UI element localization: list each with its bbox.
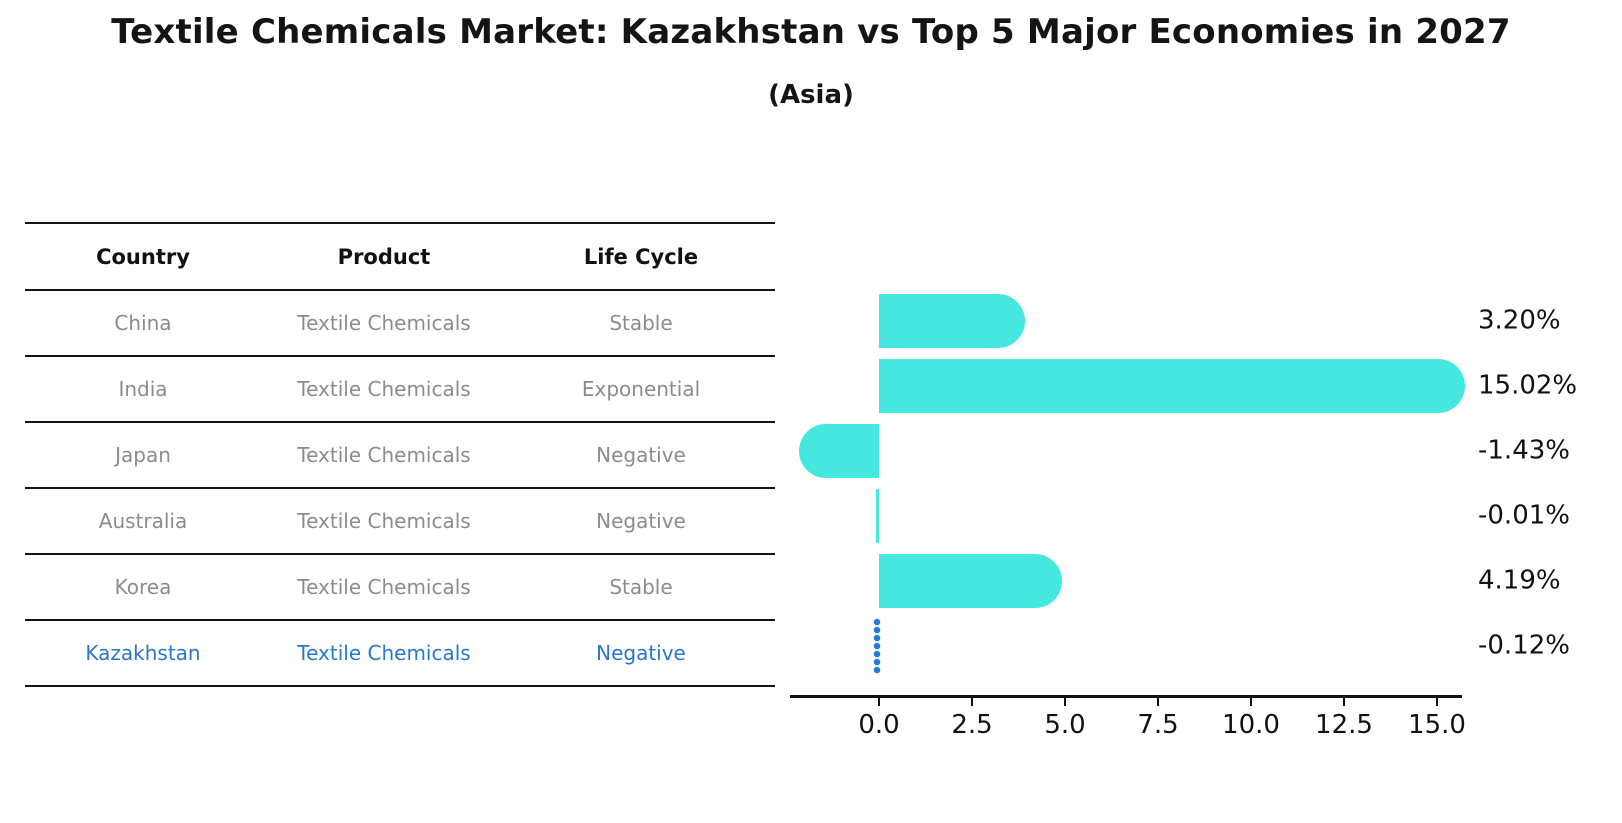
- x-tick-label-5.0: 5.0: [1044, 710, 1086, 740]
- table-row-india: India Textile Chemicals Exponential: [25, 357, 775, 423]
- x-axis-tick: [971, 697, 973, 706]
- product-cell: Textile Chemicals: [297, 443, 471, 467]
- country-summary-table: Country Product Life Cycle China Textile Che…: [25, 222, 775, 687]
- x-axis-tick: [1064, 697, 1066, 706]
- x-axis-tick: [878, 697, 880, 706]
- product-cell: Textile Chemicals: [297, 311, 471, 335]
- chart-subtitle: (Asia): [768, 80, 854, 110]
- value-label-korea: 4.19%: [1478, 564, 1561, 595]
- life-cycle-cell: Negative: [596, 509, 686, 533]
- product-cell: Textile Chemicals: [297, 641, 471, 665]
- x-tick-label-7.5: 7.5: [1137, 710, 1179, 740]
- chart-title: Textile Chemicals Market: Kazakhstan vs …: [111, 12, 1511, 52]
- life-cycle-cell: Stable: [609, 311, 673, 335]
- value-label-australia: -0.01%: [1478, 499, 1570, 530]
- bar-india: [879, 358, 1465, 413]
- bar-china: [879, 293, 1026, 348]
- life-cycle-cell: Negative: [596, 641, 686, 665]
- x-tick-label-2.5: 2.5: [951, 710, 993, 740]
- table-row-china: China Textile Chemicals Stable: [25, 291, 775, 357]
- x-tick-label-0.0: 0.0: [858, 710, 900, 740]
- country-cell: India: [118, 377, 168, 401]
- x-tick-label-10.0: 10.0: [1222, 710, 1280, 740]
- life-cycle-cell: Exponential: [581, 377, 701, 401]
- country-cell: Korea: [114, 575, 172, 599]
- column-header-product: Product: [337, 244, 431, 269]
- country-cell: Japan: [115, 443, 171, 467]
- value-label-japan: -1.43%: [1478, 434, 1570, 465]
- x-axis-tick: [1250, 697, 1252, 706]
- product-cell: Textile Chemicals: [297, 575, 471, 599]
- value-label-china: 3.20%: [1478, 304, 1561, 335]
- value-label-india: 15.02%: [1478, 369, 1578, 400]
- country-cell: Australia: [98, 509, 188, 533]
- kazakhstan-dotted-bar: [873, 618, 881, 674]
- bar-australia: [876, 488, 879, 543]
- value-label-kazakhstan: -0.12%: [1478, 629, 1570, 660]
- x-axis-tick: [1436, 697, 1438, 706]
- product-cell: Textile Chemicals: [297, 509, 471, 533]
- x-axis-tick: [1157, 697, 1159, 706]
- table-row-kazakhstan: Kazakhstan Textile Chemicals Negative: [25, 621, 775, 687]
- bar-korea: [879, 553, 1062, 608]
- table-row-australia: Australia Textile Chemicals Negative: [25, 489, 775, 555]
- country-cell: Kazakhstan: [85, 641, 201, 665]
- product-cell: Textile Chemicals: [297, 377, 471, 401]
- x-tick-label-12.5: 12.5: [1315, 710, 1373, 740]
- column-header-life-cycle: Life Cycle: [583, 244, 699, 269]
- column-header-country: Country: [96, 244, 190, 269]
- bar-japan: [798, 423, 879, 478]
- x-axis-line: [790, 695, 1462, 698]
- country-cell: China: [114, 311, 172, 335]
- life-cycle-cell: Negative: [596, 443, 686, 467]
- x-tick-label-15.0: 15.0: [1408, 710, 1466, 740]
- table-header-row: Country Product Life Cycle: [25, 224, 775, 291]
- x-axis-tick: [1343, 697, 1345, 706]
- table-row-korea: Korea Textile Chemicals Stable: [25, 555, 775, 621]
- table-row-japan: Japan Textile Chemicals Negative: [25, 423, 775, 489]
- life-cycle-cell: Stable: [609, 575, 673, 599]
